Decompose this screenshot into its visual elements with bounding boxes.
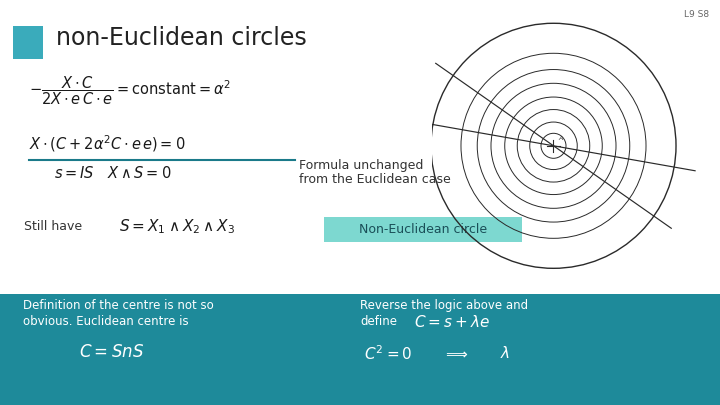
- FancyBboxPatch shape: [0, 0, 720, 294]
- Text: $\Longrightarrow$: $\Longrightarrow$: [443, 345, 469, 361]
- Text: obvious. Euclidean centre is: obvious. Euclidean centre is: [23, 315, 189, 328]
- Text: define: define: [360, 315, 397, 328]
- Text: Definition of the centre is not so: Definition of the centre is not so: [23, 299, 214, 312]
- Text: A: A: [559, 136, 563, 141]
- Text: $s = IS \quad X \wedge S = 0$: $s = IS \quad X \wedge S = 0$: [54, 165, 171, 181]
- Text: Still have: Still have: [24, 220, 82, 233]
- Text: Reverse the logic above and: Reverse the logic above and: [360, 299, 528, 312]
- Text: $-\dfrac{X \cdot C}{2X \cdot e\,C \cdot e} = \mathrm{constant} = \alpha^2$: $-\dfrac{X \cdot C}{2X \cdot e\,C \cdot …: [29, 75, 230, 107]
- Text: $X \cdot (C + 2\alpha^2 C \cdot e\,e) = 0$: $X \cdot (C + 2\alpha^2 C \cdot e\,e) = …: [29, 133, 185, 154]
- Text: $S = X_1 \wedge X_2 \wedge X_3$: $S = X_1 \wedge X_2 \wedge X_3$: [119, 217, 235, 236]
- Text: non-Euclidean circles: non-Euclidean circles: [56, 26, 307, 51]
- Text: Formula unchanged: Formula unchanged: [299, 159, 423, 172]
- Text: $C = SnS$: $C = SnS$: [79, 343, 144, 361]
- Text: Non-Euclidean circle: Non-Euclidean circle: [359, 223, 487, 236]
- FancyBboxPatch shape: [324, 217, 522, 242]
- Text: $\lambda$: $\lambda$: [500, 345, 510, 361]
- FancyBboxPatch shape: [13, 26, 43, 59]
- Text: L9 S8: L9 S8: [684, 10, 709, 19]
- FancyBboxPatch shape: [0, 294, 720, 405]
- Text: from the Euclidean case: from the Euclidean case: [299, 173, 451, 185]
- Text: $C^2 = 0$: $C^2 = 0$: [364, 344, 412, 362]
- Text: $C = s + \lambda e$: $C = s + \lambda e$: [414, 314, 490, 330]
